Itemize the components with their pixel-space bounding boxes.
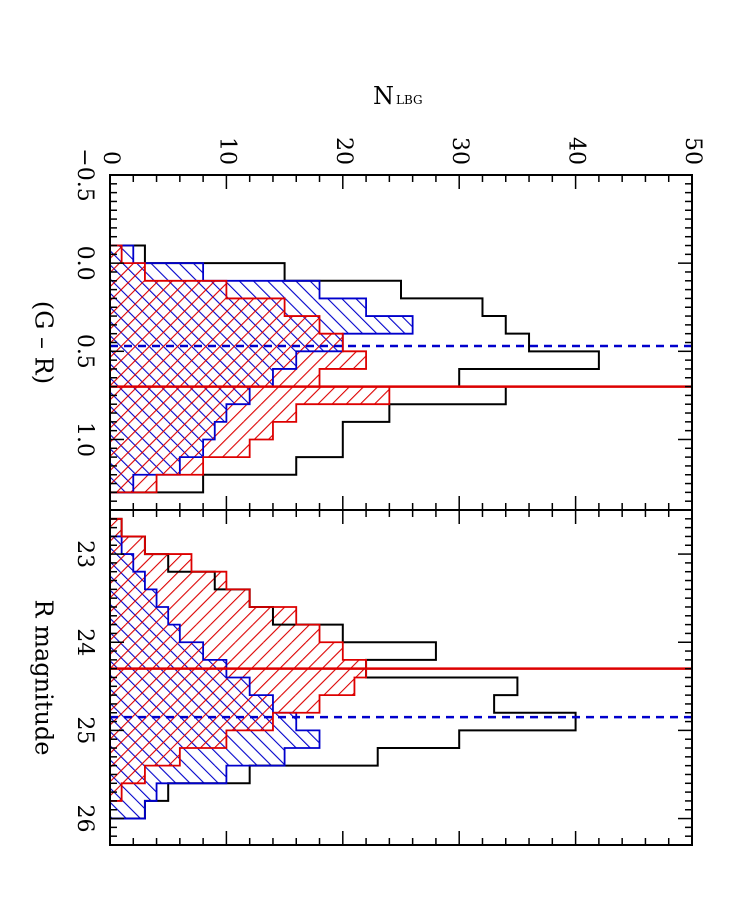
data-tick-label: 25 [72,716,97,744]
n-tick-label: 50 [680,137,705,165]
n-tick-label: 30 [447,137,472,165]
histogram-bar-fill-hatch-slash [110,298,285,317]
data-tick-label: −0.5 [72,148,97,201]
magnitude-histogram-panel: 23 24 25 26 R magnitude [30,509,693,846]
y-axis-label: N LBG [373,82,423,110]
histogram-bar-fill-hatch-slash [110,606,297,625]
y-axis-label-main: N [373,82,394,110]
histogram-bar-fill-hatch-slash [110,642,343,660]
data-tick-label: 26 [72,805,97,833]
histogram-bar-fill-hatch-slash [110,765,145,784]
x-axis-label: R magnitude [30,600,58,756]
histogram-bar-fill-hatch-slash [110,536,145,555]
y-axis-label-sub: LBG [396,93,423,107]
data-tick-label: 24 [72,628,97,656]
histogram-bar-fill-hatch-slash [110,421,273,440]
histogram-bar-fill-hatch-slash [110,368,320,387]
histogram-outline-hatch-backslash [109,518,321,820]
data-tick-label: 0.5 [72,334,97,369]
data-tick-label: 1.0 [72,422,97,457]
histogram-bar-fill-hatch-slash [110,571,227,590]
histogram-bar-fill-hatch-slash [110,695,320,713]
n-tick-label: 10 [214,137,239,165]
histogram-bar-fill-hatch-slash [110,439,250,458]
histogram-bar-fill-hatch-slash [110,730,227,749]
histogram-bar-fill-hatch-slash [110,263,145,281]
histogram-bar-fill-hatch-slash [110,554,192,572]
histogram-bar-fill-hatch-slash [110,457,204,475]
histogram-bar-fill-hatch-slash [110,624,320,643]
histogram-bar-fill-hatch-slash [110,677,355,696]
histogram-bar-fill-hatch-slash [110,316,320,334]
histogram-bar-fill-hatch-slash [110,748,180,766]
histogram-bar-fill-hatch-backslash [110,800,145,819]
data-tick-label: 23 [72,540,97,568]
histogram-bar-fill-hatch-slash [110,333,343,352]
histogram-bar-fill-hatch-slash [110,351,367,369]
histogram-bar-fill-hatch-slash [110,712,273,731]
color-histogram-panel: 0 10 20 30 40 50 −0.5 0.0 0.5 1.0 (G – R) [30,137,705,511]
x-axis-label: (G – R) [30,301,58,384]
n-tick-label: 0 [98,151,123,165]
histogram-outline-hatch-slash [109,244,391,494]
histogram-bar-fill-hatch-slash [110,589,250,607]
histogram-bar-fill-hatch-slash [110,280,227,299]
histogram-bar-fill-hatch-slash [110,404,297,422]
n-tick-label: 20 [331,137,356,165]
n-tick-label: 40 [564,137,589,165]
histogram-outline-all [109,244,600,494]
histogram-outline-hatch-backslash [109,244,414,494]
data-tick-label: 0.0 [72,246,97,281]
